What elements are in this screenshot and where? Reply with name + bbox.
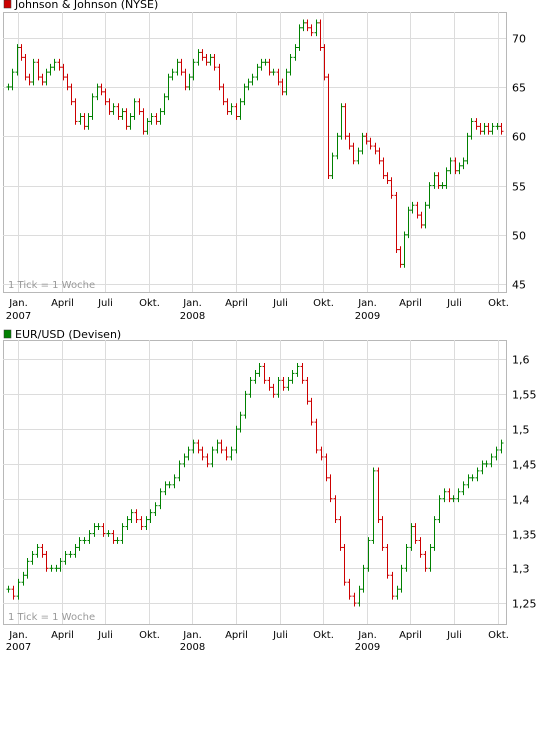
x-tick-label: Jan.: [357, 630, 377, 641]
x-tick-label: Jan.: [182, 630, 202, 641]
x-tick-year: 2007: [6, 642, 31, 653]
x-tick-label: Juli: [446, 298, 462, 309]
x-tick-label: April: [399, 630, 422, 641]
x-tick-label: Jan.: [357, 298, 377, 309]
y-tick-label: 60: [512, 131, 526, 144]
x-tick-label: April: [225, 298, 248, 309]
chart-title: Johnson & Johnson (NYSE): [14, 0, 158, 11]
x-tick-label: April: [225, 630, 248, 641]
x-tick-year: 2008: [180, 311, 205, 322]
chart-title: EUR/USD (Devisen): [15, 328, 121, 341]
tick-note: 1 Tick = 1 Woche: [8, 612, 95, 623]
x-tick-label: Juli: [97, 298, 113, 309]
x-tick-label: Juli: [272, 298, 288, 309]
x-tick-label: April: [51, 630, 74, 641]
y-tick-label: 1,4: [512, 494, 530, 507]
y-tick-label: 1,55: [512, 389, 537, 402]
x-tick-label: Jan.: [182, 298, 202, 309]
y-tick-label: 45: [512, 279, 526, 292]
plot-area: [3, 12, 507, 293]
legend-swatch: [3, 329, 12, 339]
y-tick-label: 1,25: [512, 598, 537, 611]
x-tick-label: Jan.: [8, 298, 28, 309]
x-tick-label: April: [399, 298, 422, 309]
x-tick-label: Okt.: [313, 298, 334, 309]
y-tick-label: 1,6: [512, 354, 530, 367]
y-tick-label: 1,45: [512, 459, 537, 472]
y-tick-label: 50: [512, 230, 526, 243]
x-tick-label: April: [51, 298, 74, 309]
y-tick-label: 1,3: [512, 563, 530, 576]
legend-swatch: [3, 0, 12, 9]
x-tick-year: 2007: [6, 311, 31, 322]
x-tick-year: 2009: [355, 311, 380, 322]
y-tick-label: 1,35: [512, 529, 537, 542]
x-tick-year: 2008: [180, 642, 205, 653]
y-tick-label: 1,5: [512, 424, 530, 437]
x-tick-label: Jan.: [8, 630, 28, 641]
tick-note: 1 Tick = 1 Woche: [8, 280, 95, 291]
y-tick-label: 55: [512, 181, 526, 194]
x-tick-year: 2009: [355, 642, 380, 653]
x-tick-label: Juli: [272, 630, 288, 641]
y-tick-label: 70: [512, 33, 526, 46]
jnj-chart: 45 50 55 60 65 70 Jan. 2007 April Juli Okt. Jan. 200…: [3, 0, 526, 322]
x-tick-label: Okt.: [139, 298, 160, 309]
x-tick-label: Okt.: [488, 630, 509, 641]
x-tick-label: Juli: [97, 630, 113, 641]
x-tick-label: Okt.: [139, 630, 160, 641]
eurusd-chart: 1,251,31,351,41,451,51,551,6Jan.2007Apri…: [3, 328, 537, 653]
x-tick-label: Juli: [446, 630, 462, 641]
plot-area: [3, 340, 507, 625]
y-tick-label: 65: [512, 82, 526, 95]
x-tick-label: Okt.: [313, 630, 334, 641]
x-tick-label: Okt.: [488, 298, 509, 309]
